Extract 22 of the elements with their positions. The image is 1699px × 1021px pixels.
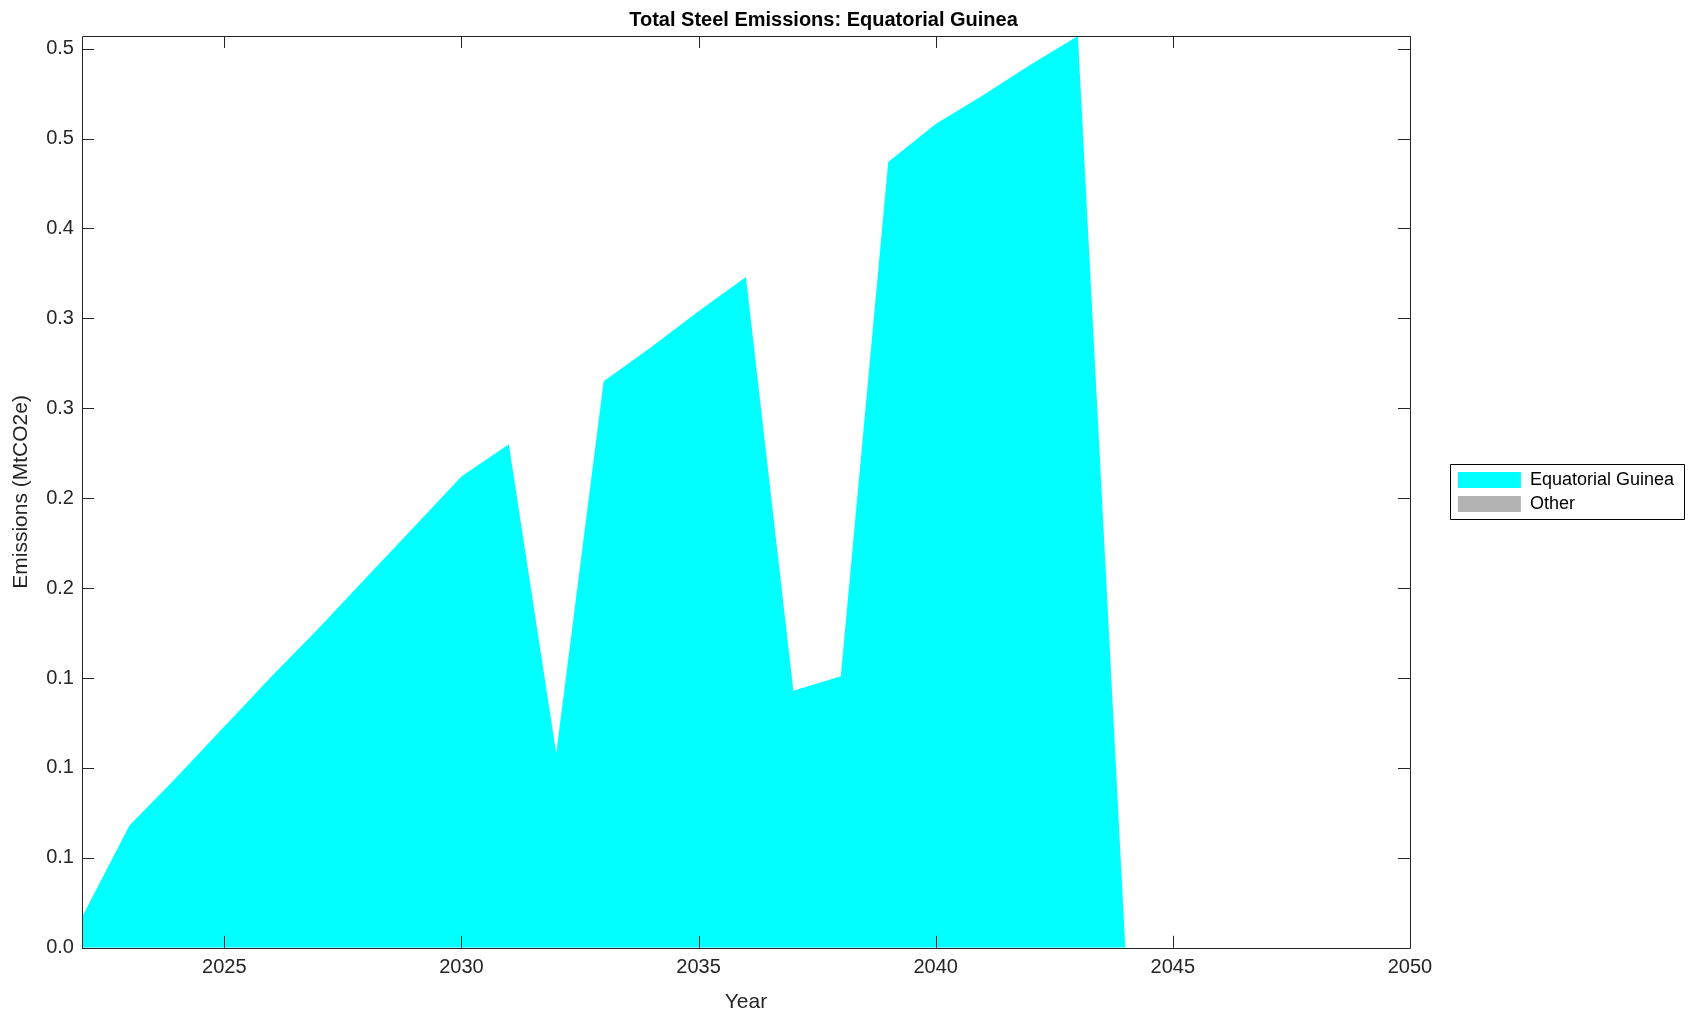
y-tick-label: 0.3 — [46, 305, 74, 328]
x-tick-label: 2025 — [202, 955, 247, 978]
x-tick-label: 2040 — [913, 955, 958, 978]
y-tick-label: 0.2 — [46, 575, 74, 598]
y-tick-label: 0.5 — [46, 36, 74, 59]
x-tick-label: 2045 — [1150, 955, 1196, 978]
y-tick-label: 0.4 — [46, 215, 74, 238]
x-tick-label: 2050 — [1387, 955, 1433, 978]
y-tick-label: 0.1 — [46, 665, 74, 688]
chart-title: Total Steel Emissions: Equatorial Guinea — [629, 7, 1019, 30]
y-tick-label: 0.1 — [46, 755, 74, 778]
y-tick-label: 0.2 — [46, 485, 74, 508]
x-axis-title: Year — [724, 989, 768, 1013]
legend-label: Other — [1529, 492, 1575, 513]
y-tick-label: 0.5 — [46, 126, 74, 149]
legend-label: Equatorial Guinea — [1529, 468, 1675, 489]
y-tick-label: 0.1 — [46, 845, 74, 868]
x-tick-label: 2035 — [676, 955, 721, 978]
y-tick-label: 0.3 — [46, 395, 74, 418]
x-tick-label: 2030 — [439, 955, 484, 978]
y-tick-label: 0.0 — [46, 935, 74, 958]
y-axis-title: Emissions (MtCO2e) — [8, 395, 32, 589]
